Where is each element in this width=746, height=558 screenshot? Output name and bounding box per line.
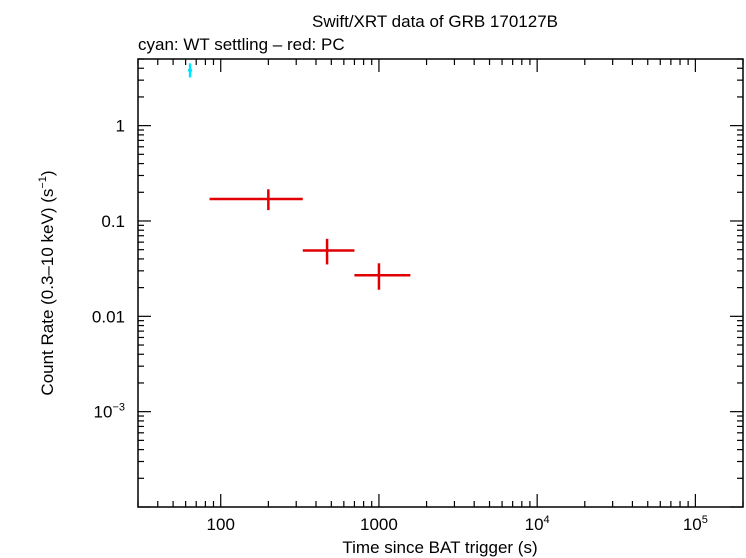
axis-tick-labels: 100 1000 104 105 1 0.1 0.01 10−3 bbox=[92, 117, 708, 534]
chart-subtitle: cyan: WT settling – red: PC bbox=[138, 35, 345, 54]
y-axis-label-main: Count Rate (0.3–10 keV) (s bbox=[38, 189, 57, 396]
data-points bbox=[187, 63, 411, 290]
plot-frame bbox=[137, 58, 744, 508]
y-axis-label-close: ) bbox=[38, 170, 57, 176]
data-point bbox=[354, 263, 411, 290]
y-tick-label: 10−3 bbox=[94, 402, 125, 422]
chart-title: Swift/XRT data of GRB 170127B bbox=[312, 12, 558, 31]
x-axis-label: Time since BAT trigger (s) bbox=[342, 538, 537, 557]
data-point bbox=[187, 63, 193, 78]
y-tick-label: 1 bbox=[116, 117, 125, 136]
x-tick-label: 100 bbox=[207, 515, 235, 534]
x-tick-label: 105 bbox=[683, 514, 708, 534]
y-axis-label-exponent: −1 bbox=[37, 176, 49, 189]
x-tick-label: 104 bbox=[525, 514, 550, 534]
y-axis-label: Count Rate (0.3–10 keV) (s−1) bbox=[37, 170, 57, 395]
data-point bbox=[209, 189, 303, 211]
y-tick-label: 0.01 bbox=[92, 307, 125, 326]
y-tick-label: 0.1 bbox=[101, 212, 125, 231]
data-point bbox=[302, 238, 355, 265]
axis-ticks bbox=[137, 58, 744, 508]
x-tick-label: 1000 bbox=[360, 515, 398, 534]
